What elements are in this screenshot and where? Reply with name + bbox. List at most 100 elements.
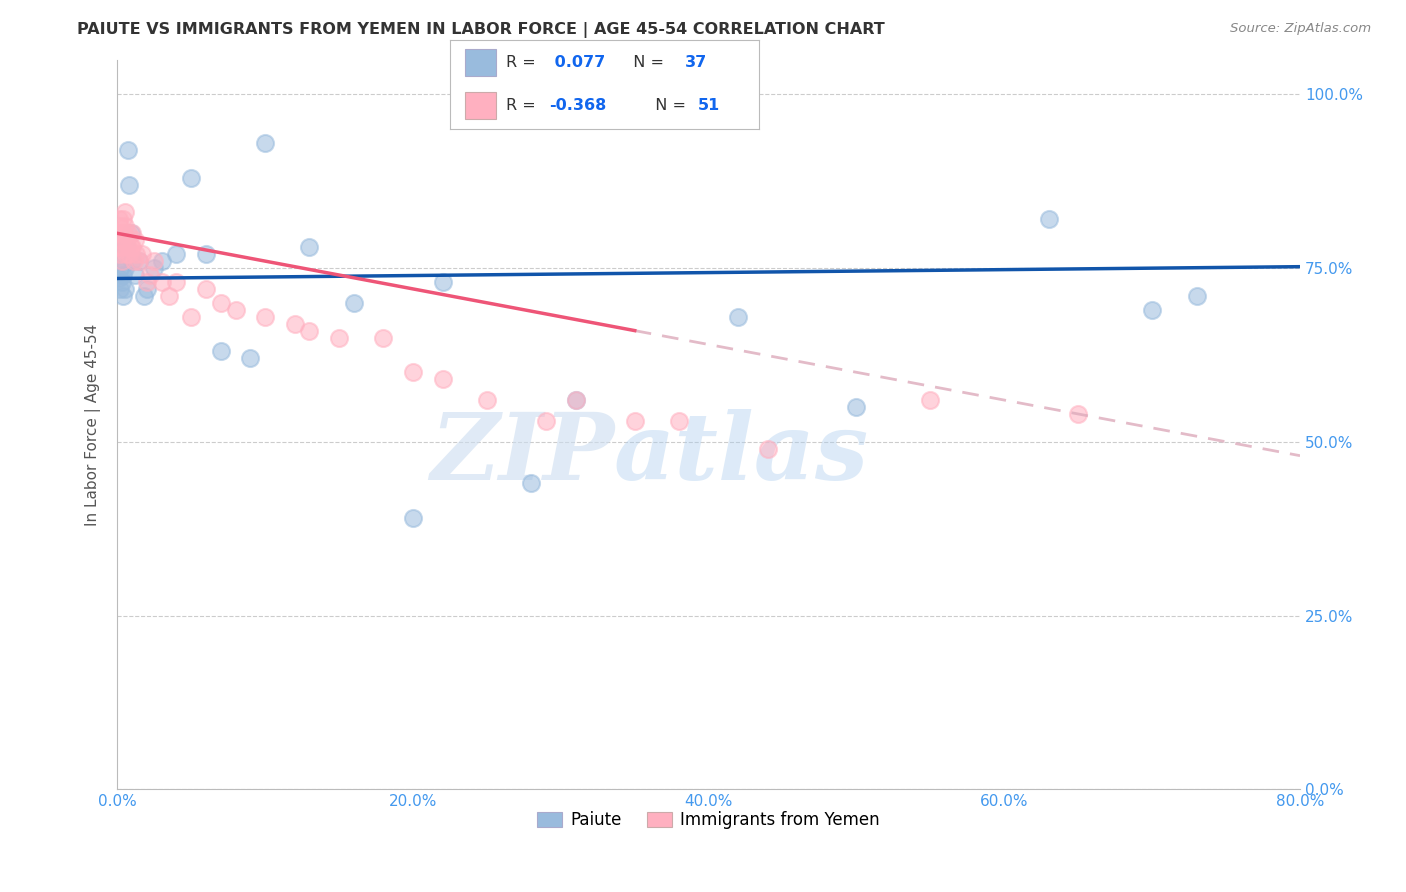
Point — [110, 282, 132, 296]
Point — [254, 310, 277, 324]
Point — [520, 476, 543, 491]
Point — [122, 254, 145, 268]
Point — [117, 143, 139, 157]
Point — [328, 330, 350, 344]
Point — [139, 268, 162, 282]
Point — [107, 271, 129, 285]
Point — [114, 261, 136, 276]
Bar — [465, 49, 496, 76]
Point — [107, 212, 129, 227]
Point — [128, 254, 150, 268]
Point — [165, 247, 187, 261]
Point — [112, 227, 135, 241]
Point — [132, 289, 155, 303]
Point — [107, 227, 129, 241]
Point — [845, 400, 868, 414]
Bar — [465, 92, 496, 119]
Point — [1038, 212, 1060, 227]
Point — [254, 136, 277, 150]
Point — [114, 282, 136, 296]
Point — [534, 414, 557, 428]
Point — [623, 414, 645, 428]
Text: 37: 37 — [685, 55, 707, 70]
Point — [118, 178, 141, 192]
Point — [120, 240, 142, 254]
Point — [564, 393, 586, 408]
Point — [110, 219, 132, 234]
Point — [432, 275, 454, 289]
Point — [111, 275, 134, 289]
Point — [112, 289, 135, 303]
Point — [298, 240, 321, 254]
Point — [110, 247, 132, 261]
Text: ZIP: ZIP — [430, 409, 614, 499]
Legend: Paiute, Immigrants from Yemen: Paiute, Immigrants from Yemen — [530, 805, 887, 836]
Point — [143, 261, 166, 276]
Text: 0.077: 0.077 — [548, 55, 605, 70]
Point — [564, 393, 586, 408]
Y-axis label: In Labor Force | Age 45-54: In Labor Force | Age 45-54 — [86, 323, 101, 525]
Text: N =: N = — [645, 98, 690, 112]
Point — [112, 212, 135, 227]
Point — [114, 205, 136, 219]
Point — [1140, 302, 1163, 317]
Text: R =: R = — [506, 55, 540, 70]
Point — [111, 240, 134, 254]
Text: N =: N = — [623, 55, 669, 70]
Point — [120, 227, 142, 241]
Point — [115, 233, 138, 247]
Point — [225, 302, 247, 317]
Point — [117, 240, 139, 254]
Point — [284, 317, 307, 331]
Point — [128, 254, 150, 268]
Point — [298, 324, 321, 338]
Point — [115, 240, 138, 254]
Point — [111, 254, 134, 268]
Point — [143, 254, 166, 268]
Point — [209, 295, 232, 310]
Point — [432, 372, 454, 386]
Point — [135, 282, 157, 296]
Point — [110, 233, 132, 247]
Point — [180, 310, 202, 324]
Point — [373, 330, 395, 344]
Point — [239, 351, 262, 366]
Point — [110, 261, 132, 276]
Point — [475, 393, 498, 408]
Point — [121, 240, 143, 254]
Point — [194, 282, 217, 296]
Point — [114, 219, 136, 234]
Point — [111, 254, 134, 268]
Point — [209, 344, 232, 359]
Point — [756, 442, 779, 456]
Text: Source: ZipAtlas.com: Source: ZipAtlas.com — [1230, 22, 1371, 36]
Point — [124, 233, 146, 247]
Point — [135, 275, 157, 289]
Point — [165, 275, 187, 289]
Point — [157, 289, 180, 303]
Point — [194, 247, 217, 261]
Point — [124, 268, 146, 282]
Point — [180, 170, 202, 185]
Point — [112, 268, 135, 282]
Point — [111, 227, 134, 241]
Point — [402, 365, 425, 379]
Point — [668, 414, 690, 428]
Point — [131, 247, 153, 261]
Text: atlas: atlas — [614, 409, 869, 499]
Point — [107, 240, 129, 254]
Point — [118, 247, 141, 261]
Point — [920, 393, 942, 408]
Point — [343, 295, 366, 310]
Point — [1067, 407, 1090, 421]
Point — [1185, 289, 1208, 303]
Point — [125, 247, 148, 261]
Point — [115, 247, 138, 261]
Text: 51: 51 — [697, 98, 720, 112]
Point — [402, 511, 425, 525]
Point — [150, 275, 173, 289]
Point — [121, 227, 143, 241]
Point — [727, 310, 749, 324]
Text: -0.368: -0.368 — [548, 98, 606, 112]
Text: PAIUTE VS IMMIGRANTS FROM YEMEN IN LABOR FORCE | AGE 45-54 CORRELATION CHART: PAIUTE VS IMMIGRANTS FROM YEMEN IN LABOR… — [77, 22, 886, 38]
